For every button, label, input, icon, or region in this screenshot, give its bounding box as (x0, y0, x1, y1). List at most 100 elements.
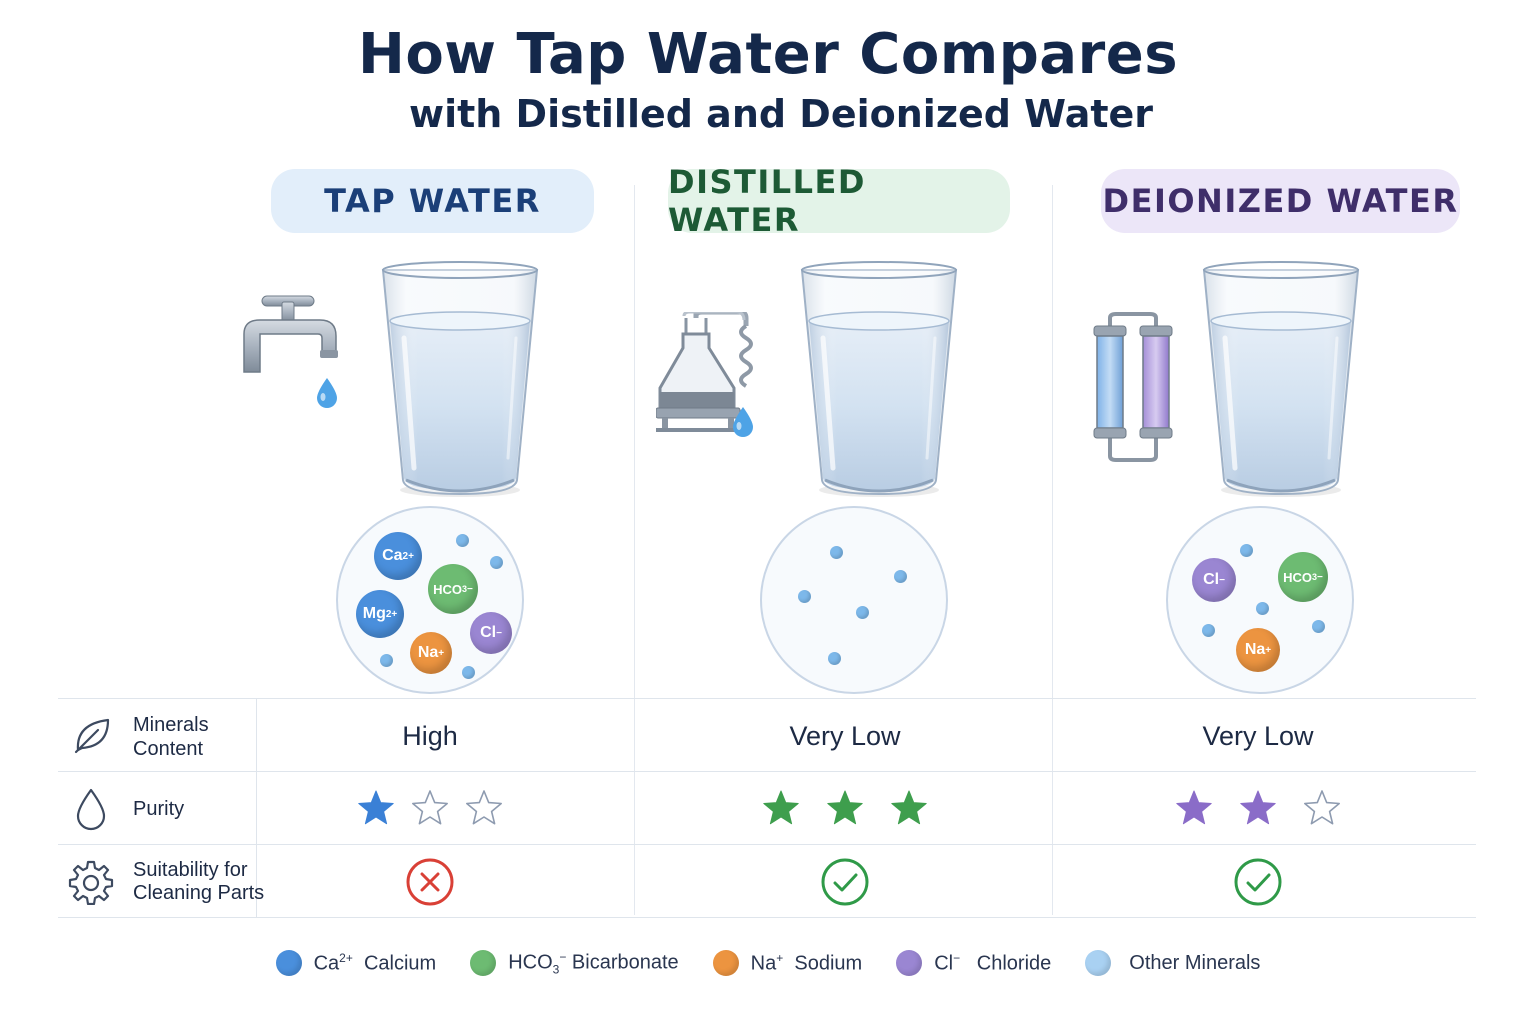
ion-subscript: 3 (1312, 572, 1318, 582)
table-divider (58, 771, 1476, 772)
legend-charge: + (776, 951, 784, 965)
ion-charge: 2+ (385, 608, 398, 620)
legend-symbol: Ca (313, 952, 340, 975)
deionized-water-glass-icon (1201, 258, 1361, 503)
mineral-dot (798, 590, 811, 603)
minerals-content-label: Minerals Content (133, 713, 209, 761)
legend-subscript: 3 (552, 962, 560, 977)
deionized-water-mineral-view: Cl − HCO 3− Na + (1166, 506, 1354, 694)
ion-charge: − (467, 583, 473, 595)
mineral-dot (380, 654, 393, 667)
label-column-divider (256, 699, 257, 917)
ion-charge: 2+ (402, 550, 414, 562)
ion-subscript: 3 (462, 584, 468, 594)
mineral-dot (856, 606, 869, 619)
distilled-water-mineral-view (760, 506, 948, 694)
ion-symbol: Cl (480, 624, 497, 641)
ion-symbol: Na (417, 644, 439, 661)
bicarbonate-ion: HCO 3− (1278, 552, 1328, 602)
ion-charge: − (496, 627, 502, 639)
tap-water-mineral-view: Ca 2+ HCO 3− Mg 2+ Cl − Na + (336, 506, 524, 694)
legend-name: Other Minerals (1129, 951, 1261, 974)
distilled-suitable-check-icon (821, 858, 869, 906)
mineral-dot (1240, 544, 1253, 557)
legend-item-bicarbonate: HCO3− Bicarbonate (470, 950, 679, 977)
legend-symbol: HCO (508, 951, 553, 974)
ion-charge: − (1317, 571, 1323, 583)
magnesium-ion: Mg 2+ (356, 590, 404, 638)
mineral-dot (462, 666, 475, 679)
deionized-purity-rating (1158, 785, 1358, 831)
legend-swatch (896, 950, 923, 977)
star-empty-icon (466, 790, 502, 825)
tap-purity-rating (330, 785, 530, 831)
deionized-minerals-value: Very Low (1202, 720, 1314, 751)
star-filled-icon (891, 790, 927, 825)
table-divider (58, 917, 1476, 918)
tap-unsuitable-cross-icon (406, 858, 454, 906)
legend-charge: 2+ (339, 951, 353, 965)
page-title: How Tap Water Compares (357, 22, 1179, 87)
legend-item-chloride: Cl− Chloride (896, 950, 1051, 977)
suitability-label: Suitability for Cleaning Parts (133, 859, 264, 905)
mineral-dot (456, 534, 469, 547)
purity-label: Purity (133, 798, 185, 820)
legend-item-other-minerals: Other Minerals (1085, 950, 1261, 977)
legend-charge: − (559, 950, 567, 964)
legend-swatch (1085, 950, 1112, 977)
ion-symbol: HCO (433, 581, 463, 597)
mineral-dot (1312, 620, 1325, 633)
drop-icon (76, 788, 106, 831)
legend-label: Ca2+ Calcium (314, 951, 437, 976)
legend-symbol: Cl (934, 952, 954, 975)
bicarbonate-ion: HCO 3− (428, 564, 478, 614)
row-label-line: Minerals (133, 714, 209, 736)
calcium-ion: Ca 2+ (374, 532, 422, 580)
page-subtitle: with Distilled and Deionized Water (408, 92, 1154, 136)
row-label-line: Suitability for (133, 859, 248, 881)
legend-name: Bicarbonate (571, 951, 679, 974)
star-filled-icon (1176, 790, 1212, 825)
distilled-water-title: DISTILLED WATER (668, 163, 866, 239)
legend: Ca2+ Calcium HCO3− Bicarbonate Na+ Sodiu… (0, 950, 1536, 977)
distilled-water-glass-icon (799, 258, 959, 503)
ion-symbol: Mg (362, 605, 386, 622)
mineral-dot (894, 570, 907, 583)
chloride-ion: Cl − (470, 612, 512, 654)
legend-label: Na+ Sodium (751, 951, 863, 976)
legend-swatch (470, 950, 497, 977)
legend-label: HCO3− Bicarbonate (508, 950, 678, 977)
star-filled-icon (763, 790, 799, 825)
tap-water-title: TAP WATER (324, 182, 541, 220)
distilled-minerals-value: Very Low (789, 720, 901, 751)
legend-item-sodium: Na+ Sodium (712, 950, 863, 977)
column-divider (634, 185, 635, 915)
deionized-water-header: DEIONIZED WATER (1101, 169, 1460, 233)
mineral-dot (490, 556, 503, 569)
legend-item-calcium: Ca2+ Calcium (275, 950, 437, 977)
legend-swatch (712, 950, 739, 977)
star-empty-icon (1304, 790, 1340, 825)
table-divider (58, 698, 1476, 699)
ion-charge: + (1265, 644, 1272, 656)
legend-name: Calcium (363, 952, 437, 975)
sodium-ion: Na + (1236, 628, 1280, 672)
column-divider (1052, 185, 1053, 915)
ion-symbol: Cl (1203, 571, 1220, 588)
table-divider (58, 844, 1476, 845)
mineral-dot (830, 546, 843, 559)
ion-symbol: Ca (382, 547, 403, 564)
faucet-icon (243, 295, 338, 408)
tap-minerals-value: High (402, 720, 458, 751)
row-label-line: Content (133, 738, 204, 760)
star-filled-icon (1240, 790, 1276, 825)
chloride-ion: Cl − (1192, 558, 1236, 602)
ion-charge: + (438, 647, 445, 659)
legend-label: Cl− Chloride (934, 951, 1051, 976)
legend-name: Sodium (794, 952, 863, 975)
distilled-purity-rating (745, 785, 945, 831)
mineral-dot (1202, 624, 1215, 637)
distilled-water-header: DISTILLED WATER (668, 163, 1010, 239)
mineral-dot (828, 652, 841, 665)
leaf-icon (74, 718, 110, 754)
